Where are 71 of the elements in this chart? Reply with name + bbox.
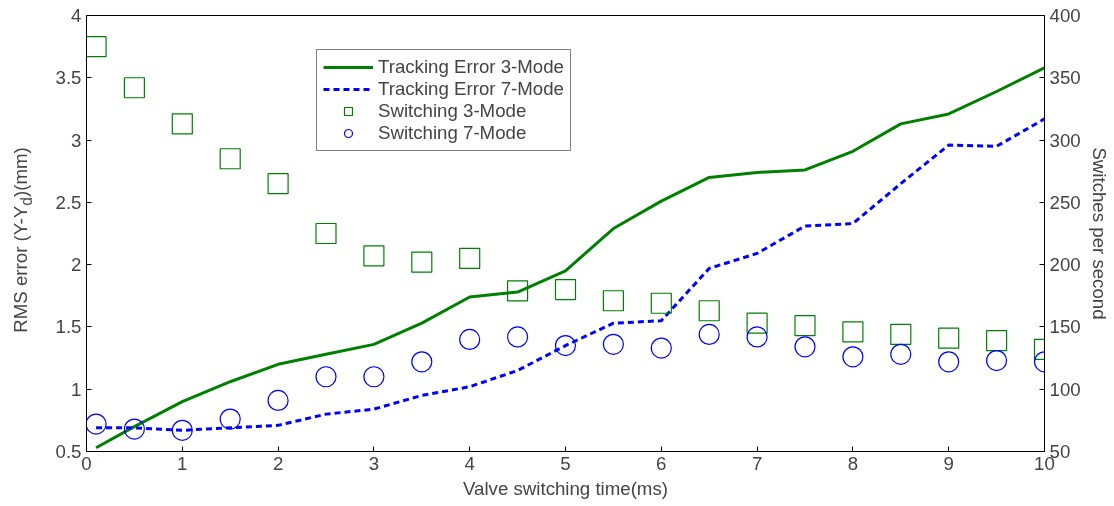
y2-tick-label: 350: [1049, 67, 1081, 89]
point: [986, 330, 1008, 352]
point: [746, 326, 768, 348]
point: [938, 327, 960, 349]
point: [507, 280, 529, 302]
point: [219, 148, 241, 170]
x-tick-label: 7: [751, 452, 763, 474]
point: [698, 300, 720, 322]
point: [86, 413, 107, 435]
x-tick-label: 9: [943, 452, 954, 474]
point: [459, 247, 481, 270]
point: [315, 366, 337, 388]
point: [267, 389, 289, 412]
x-tick-label: 2: [272, 452, 284, 474]
y-tick-label: 1.5: [55, 316, 82, 338]
y-tick-label: 2: [71, 254, 82, 276]
point: [363, 366, 385, 388]
point: [315, 222, 337, 245]
point: [650, 292, 672, 314]
point: [554, 278, 577, 301]
point: [554, 335, 577, 357]
point: [794, 336, 816, 358]
x-tick-label: 0: [81, 452, 92, 474]
y2-tick-label: 200: [1049, 254, 1081, 276]
point: [459, 328, 481, 350]
point: [411, 351, 433, 373]
point: [650, 337, 672, 359]
point: [890, 323, 912, 345]
point: [171, 419, 193, 441]
legend-label: Tracking Error 3-Mode: [378, 56, 564, 78]
point: [123, 418, 145, 440]
y-tick-label: 3.5: [55, 67, 82, 89]
y2-axis-title: Switches per second: [1088, 147, 1110, 320]
y2-tick-label: 400: [1049, 5, 1081, 26]
x-tick-label: 3: [368, 452, 380, 474]
point: [794, 315, 816, 337]
legend-label: Switching 7-Mode: [378, 122, 527, 144]
x-tick-label: 6: [656, 452, 667, 474]
point: [842, 321, 864, 343]
point: [123, 77, 145, 99]
point: [171, 113, 193, 135]
x-tick-label: 8: [847, 452, 859, 474]
point: [890, 343, 912, 365]
point: [411, 251, 433, 273]
y2-tick-label: 100: [1049, 378, 1081, 400]
point: [842, 346, 864, 368]
point: [602, 333, 624, 355]
point: [219, 408, 241, 430]
point: [363, 245, 385, 267]
point: [986, 349, 1008, 372]
x-tick-label: 1: [177, 452, 188, 474]
y2-tick-label: 150: [1049, 316, 1081, 338]
point: [267, 173, 289, 195]
point: [746, 312, 768, 334]
point: [602, 290, 624, 312]
point: [698, 323, 720, 345]
legend-label: Tracking Error 7-Mode: [378, 78, 564, 100]
y-tick-label: 3: [71, 129, 82, 151]
x-tick-label: 4: [464, 452, 475, 474]
y-tick-label: 2.5: [55, 191, 82, 213]
y2-tick-label: 300: [1049, 129, 1081, 151]
x-axis-title: Valve switching time(ms): [463, 477, 668, 499]
legend-label: Switching 3-Mode: [378, 100, 527, 122]
y-tick-label: 4: [71, 5, 82, 26]
x-tick-label: 5: [560, 452, 571, 474]
point: [938, 351, 960, 373]
y2-tick-label: 250: [1049, 191, 1081, 213]
point: [86, 36, 107, 58]
y-tick-label: 1: [71, 378, 82, 400]
point: [507, 326, 529, 348]
y-tick-label: 0.5: [55, 441, 82, 462]
